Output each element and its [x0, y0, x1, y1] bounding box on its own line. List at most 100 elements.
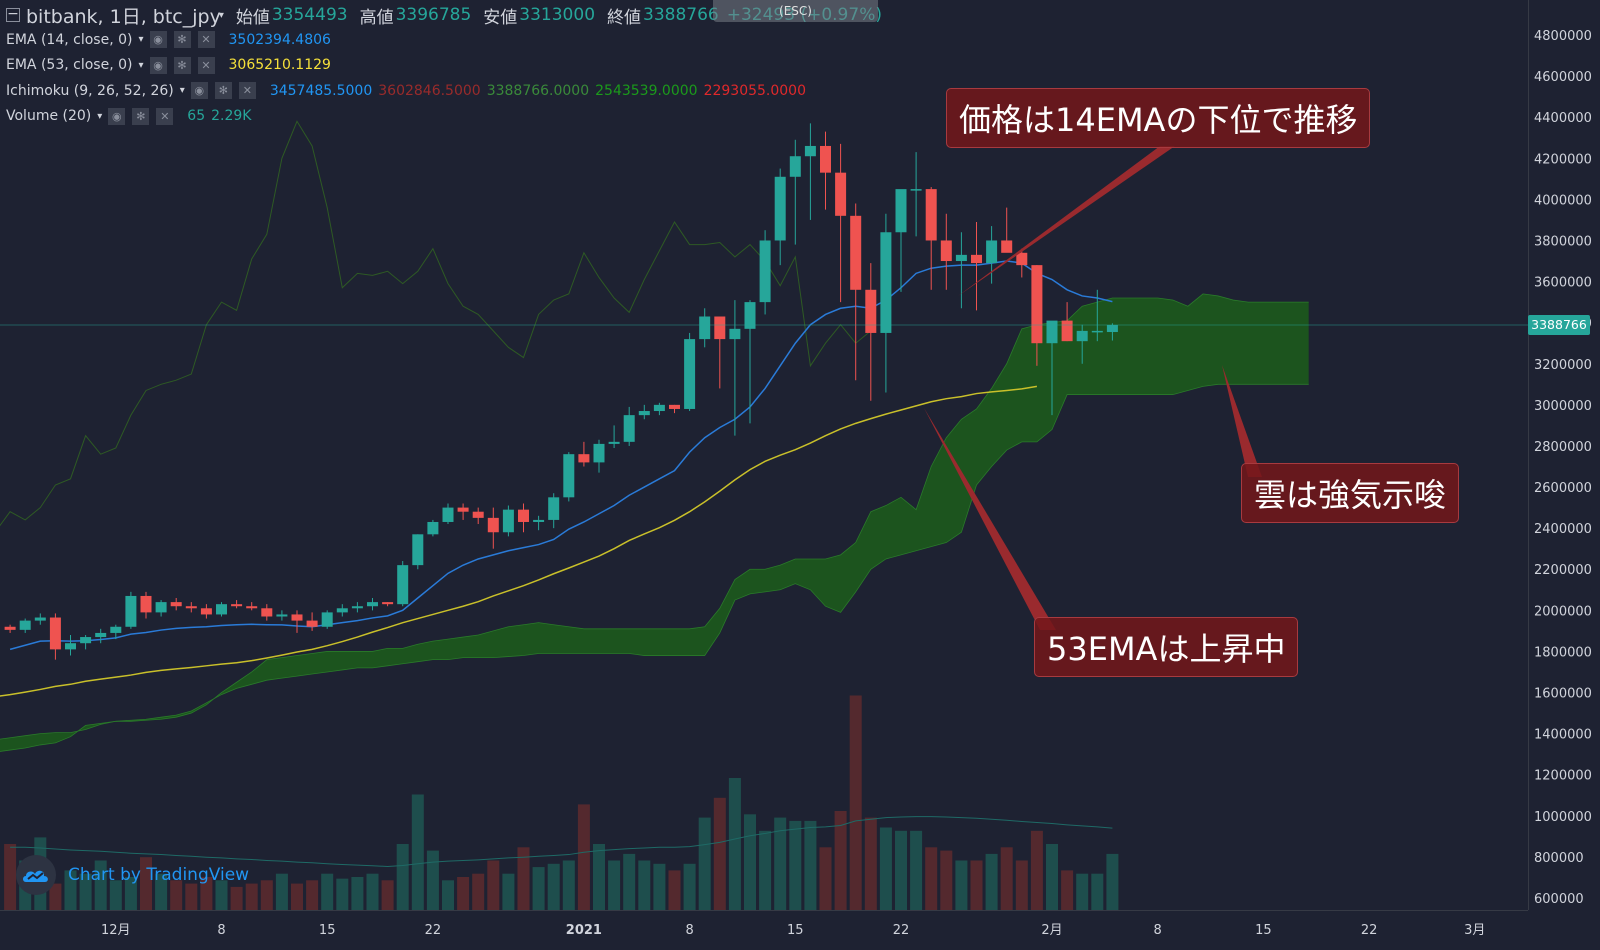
ema14-line	[9, 260, 1113, 651]
annotation-cloud-bullish: 雲は強気示唆	[1241, 463, 1460, 523]
candle	[351, 602, 363, 613]
ichimoku-value-2: 3602846.5000	[378, 82, 481, 99]
close-icon[interactable]: ✕	[156, 107, 174, 125]
open-label: 始値	[235, 7, 270, 28]
volume-bar	[940, 850, 953, 910]
close-icon[interactable]: ✕	[197, 31, 215, 49]
candle	[518, 503, 529, 533]
gear-icon[interactable]: ✻	[214, 82, 232, 100]
candle	[578, 441, 590, 467]
volume-bar	[185, 883, 198, 910]
candle	[427, 519, 439, 537]
candle	[1046, 320, 1058, 416]
candle	[246, 602, 258, 611]
close-icon[interactable]: ✕	[238, 82, 256, 100]
gear-icon[interactable]: ✻	[173, 56, 191, 74]
eye-icon[interactable]: ◉	[149, 56, 167, 74]
chevron-down-icon[interactable]: ▾	[218, 9, 224, 21]
close-value: 3388766	[643, 5, 719, 25]
tradingview-branding[interactable]: Chart by TradingView	[16, 855, 249, 895]
candle	[472, 507, 484, 525]
ema53-legend[interactable]: EMA (53, close, 0) ▾ ◉ ✻ ✕ 3065210.1129	[6, 53, 888, 79]
volume-bar	[804, 820, 817, 910]
y-tick-label: 2800000	[1534, 440, 1592, 455]
candle	[865, 263, 877, 401]
candlesticks	[4, 123, 1118, 660]
chevron-down-icon[interactable]: ▾	[138, 34, 144, 46]
volume-legend[interactable]: Volume (20) ▾ ◉ ✻ ✕ 65 2.29K	[6, 104, 888, 130]
volume-value-1: 65	[187, 108, 206, 125]
chevron-down-icon[interactable]: ▾	[138, 59, 144, 71]
close-icon[interactable]: ✕	[197, 56, 215, 74]
ema14	[9, 260, 1113, 651]
volume-bar	[245, 883, 258, 910]
eye-icon[interactable]: ◉	[149, 31, 167, 49]
y-tick-label: 2200000	[1534, 563, 1592, 578]
candle	[1106, 323, 1118, 341]
ema14-legend[interactable]: EMA (14, close, 0) ▾ ◉ ✻ ✕ 3502394.4806	[6, 27, 888, 53]
candle	[502, 505, 514, 537]
eye-icon[interactable]: ◉	[190, 82, 208, 100]
candle	[49, 613, 61, 660]
volume-bar	[593, 844, 605, 910]
volume-bar	[1091, 873, 1104, 910]
volume-bar	[381, 880, 394, 910]
volume-bar	[683, 863, 696, 910]
y-tick-label: 2400000	[1534, 522, 1592, 537]
chevron-down-icon[interactable]: ▾	[179, 85, 185, 97]
cloud-area	[0, 293, 1309, 752]
ichimoku-label[interactable]: Ichimoku (9, 26, 52, 26)	[6, 82, 174, 99]
x-tick-label: 15	[319, 923, 336, 938]
annotation-price-below-ema14: 価格は14EMAの下位で推移	[946, 88, 1371, 148]
volume-label[interactable]: Volume (20)	[6, 108, 92, 125]
volume-bar	[155, 873, 168, 910]
esc-hint[interactable]: (ESC)	[713, 0, 878, 22]
y-tick-label: 2600000	[1534, 481, 1592, 496]
candle	[986, 226, 998, 284]
indicator-buttons: ◉ ✻ ✕	[190, 82, 262, 100]
high-value: 3396785	[395, 5, 472, 25]
volume-bar	[502, 873, 515, 910]
y-tick-label: 1200000	[1534, 769, 1592, 784]
volume-bar	[457, 877, 470, 910]
candle	[1016, 248, 1028, 278]
candle	[714, 316, 726, 389]
volume-bar	[306, 880, 319, 910]
volume-bar	[321, 873, 334, 910]
candle	[548, 493, 560, 529]
volume-bar	[879, 827, 892, 910]
volume-bar	[140, 857, 152, 910]
price-axis[interactable]: 600000 800000 1000000 1200000 1400000 1600000…	[1528, 0, 1600, 946]
arrow-cloud	[1222, 365, 1262, 477]
gear-icon[interactable]: ✻	[173, 31, 191, 49]
y-tick-label: 4000000	[1534, 193, 1592, 208]
volume-bar	[789, 820, 802, 910]
chevron-down-icon[interactable]: ▾	[97, 110, 103, 122]
candle	[155, 600, 167, 617]
x-tick-label: 22	[893, 923, 910, 938]
candle	[593, 439, 605, 473]
candle	[1076, 324, 1088, 364]
tradingview-label[interactable]: Chart by TradingView	[68, 865, 250, 885]
x-tick-label: 2021	[566, 923, 602, 938]
candle	[1091, 289, 1103, 342]
senkou-span-b	[0, 383, 1309, 740]
y-tick-label: 3200000	[1534, 358, 1592, 373]
volume-bar	[819, 847, 832, 910]
ema14-label[interactable]: EMA (14, close, 0)	[6, 31, 133, 48]
gear-icon[interactable]: ✻	[132, 107, 150, 125]
symbol-title[interactable]: bitbank, 1日, btc_jpy	[26, 5, 221, 28]
candle	[382, 602, 394, 607]
time-axis[interactable]: 12月 8 15 22 2021 8 15 22 2月 8 15 22 3月	[0, 910, 1528, 950]
indicator-buttons: ◉ ✻ ✕	[149, 31, 221, 49]
eye-icon[interactable]: ◉	[108, 107, 126, 125]
candle	[804, 123, 816, 220]
volume-bar	[487, 860, 500, 910]
candle	[412, 534, 424, 570]
volume-bar	[215, 880, 228, 910]
collapse-icon[interactable]: −	[6, 6, 20, 22]
ichimoku-legend[interactable]: Ichimoku (9, 26, 52, 26) ▾ ◉ ✻ ✕ 3457485…	[6, 78, 888, 104]
low-value: 3313000	[519, 5, 596, 25]
ema53-label[interactable]: EMA (53, close, 0)	[6, 57, 133, 74]
